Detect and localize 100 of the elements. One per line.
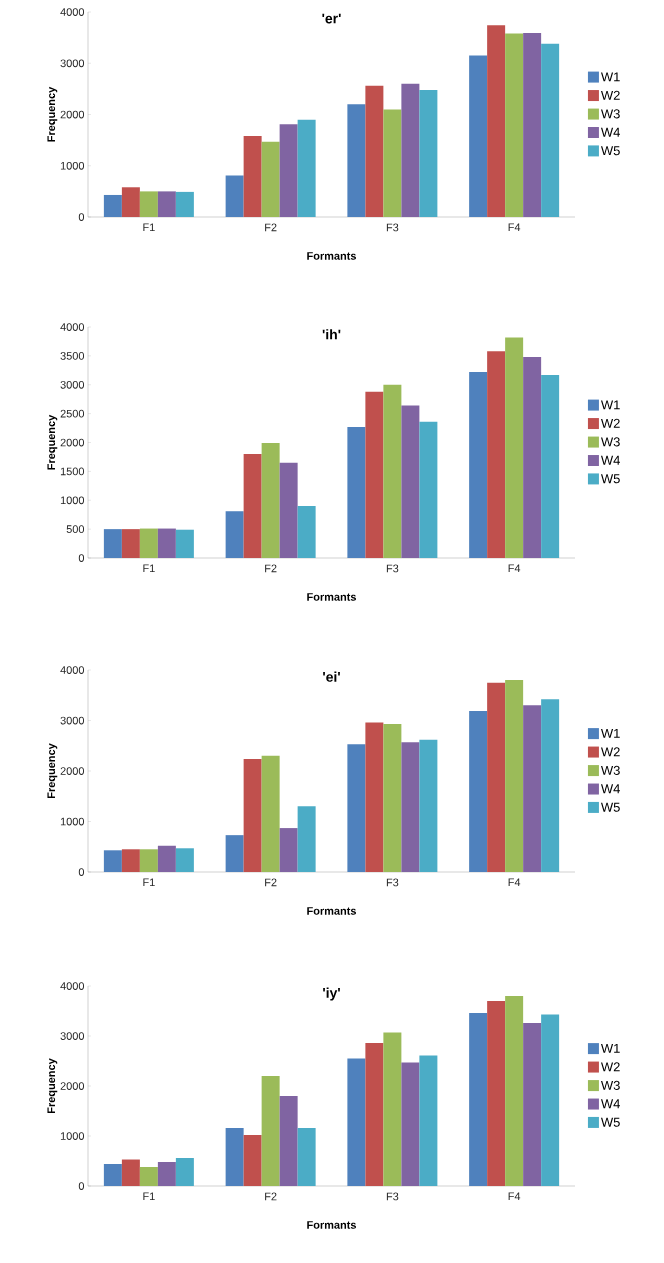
bar <box>419 89 438 217</box>
legend-label: W4 <box>600 784 620 794</box>
x-tick-label: F4 <box>508 878 521 887</box>
bar <box>297 506 316 559</box>
y-tick-label: 1000 <box>60 1132 85 1140</box>
bar <box>279 124 298 217</box>
x-tick-label: F1 <box>143 564 155 573</box>
legend-label: W3 <box>600 109 620 119</box>
x-axis-title: Formants <box>307 252 357 260</box>
bar <box>297 119 316 217</box>
y-axis-title: Frequency <box>47 1058 58 1113</box>
x-axis-title: Formants <box>307 593 357 601</box>
x-tick-label: F1 <box>143 1192 155 1201</box>
bar <box>279 462 298 559</box>
bar <box>401 1062 420 1187</box>
bar <box>139 191 158 217</box>
y-tick-label: 3000 <box>60 59 85 68</box>
bar <box>419 739 438 873</box>
x-tick-label: F3 <box>386 564 399 573</box>
bar <box>469 55 488 217</box>
bar <box>401 405 420 559</box>
bar <box>157 845 176 873</box>
bar <box>121 529 140 559</box>
bar <box>175 191 194 217</box>
bar <box>297 806 316 873</box>
y-axis-title: Frequency <box>47 743 58 798</box>
bar <box>505 680 524 873</box>
y-tick-label: 1000 <box>60 161 85 170</box>
bar <box>175 1158 194 1187</box>
y-axis-title: Frequency <box>47 414 58 470</box>
legend-label: W1 <box>600 72 620 82</box>
y-tick-label: 1000 <box>60 817 85 826</box>
bar <box>121 849 140 873</box>
legend-label: W5 <box>600 1117 620 1127</box>
bar <box>139 528 158 559</box>
bar <box>541 1014 560 1187</box>
legend-label: W1 <box>600 400 620 410</box>
y-tick-label: 0 <box>78 868 85 876</box>
x-tick-label: F2 <box>265 878 277 887</box>
chart-title: 'ih' <box>322 329 341 340</box>
y-axis-title: Frequency <box>47 86 58 142</box>
bar <box>523 33 542 217</box>
chart-title: 'ei' <box>323 671 340 682</box>
bar <box>157 1162 176 1187</box>
x-tick-label: F3 <box>386 878 399 887</box>
legend-label: W1 <box>600 728 620 738</box>
bar <box>243 758 262 873</box>
bar <box>383 1032 402 1187</box>
bar <box>401 83 420 217</box>
y-tick-label: 3000 <box>60 716 85 725</box>
bar <box>365 391 384 559</box>
x-tick-label: F4 <box>508 1192 521 1201</box>
bar <box>103 850 122 873</box>
bar <box>523 1023 542 1187</box>
bar <box>347 426 366 559</box>
bar <box>225 1128 244 1187</box>
bar <box>487 351 506 559</box>
bar <box>279 1096 298 1187</box>
bar <box>469 1013 488 1187</box>
bar <box>297 1128 316 1187</box>
bar <box>383 384 402 559</box>
bar <box>347 1058 366 1187</box>
legend-label: W4 <box>600 1099 620 1109</box>
bar <box>541 699 560 873</box>
bar <box>157 528 176 559</box>
legend-label: W2 <box>600 90 620 100</box>
bar <box>487 1001 506 1187</box>
bar <box>157 191 176 217</box>
bar <box>541 374 560 559</box>
y-tick-label: 4000 <box>60 323 85 331</box>
bar <box>175 848 194 873</box>
bar <box>139 849 158 873</box>
bar <box>225 175 244 217</box>
bar <box>121 1159 140 1187</box>
x-tick-label: F3 <box>386 1192 399 1201</box>
x-tick-label: F1 <box>143 223 155 232</box>
bar <box>487 682 506 873</box>
y-tick-label: 4000 <box>60 982 85 990</box>
legend-label: W2 <box>600 747 620 757</box>
y-tick-label: 3000 <box>60 1032 85 1040</box>
bar <box>261 1076 280 1187</box>
bar <box>419 421 438 559</box>
bar <box>261 141 280 217</box>
legend-label: W2 <box>600 418 620 428</box>
y-tick-label: 0 <box>78 1182 85 1190</box>
y-tick-label: 4000 <box>60 8 85 16</box>
x-tick-label: F4 <box>508 564 521 573</box>
y-tick-label: 4000 <box>60 666 85 674</box>
x-axis-title: Formants <box>307 907 357 915</box>
bar <box>505 33 524 217</box>
y-tick-label: 500 <box>66 525 85 534</box>
bar <box>261 443 280 559</box>
bar <box>175 529 194 559</box>
x-tick-label: F2 <box>265 223 277 232</box>
bar <box>401 742 420 873</box>
bar <box>487 25 506 217</box>
legend-label: W3 <box>600 765 620 775</box>
legend-label: W5 <box>600 802 620 812</box>
bar <box>523 705 542 873</box>
bar <box>383 724 402 873</box>
